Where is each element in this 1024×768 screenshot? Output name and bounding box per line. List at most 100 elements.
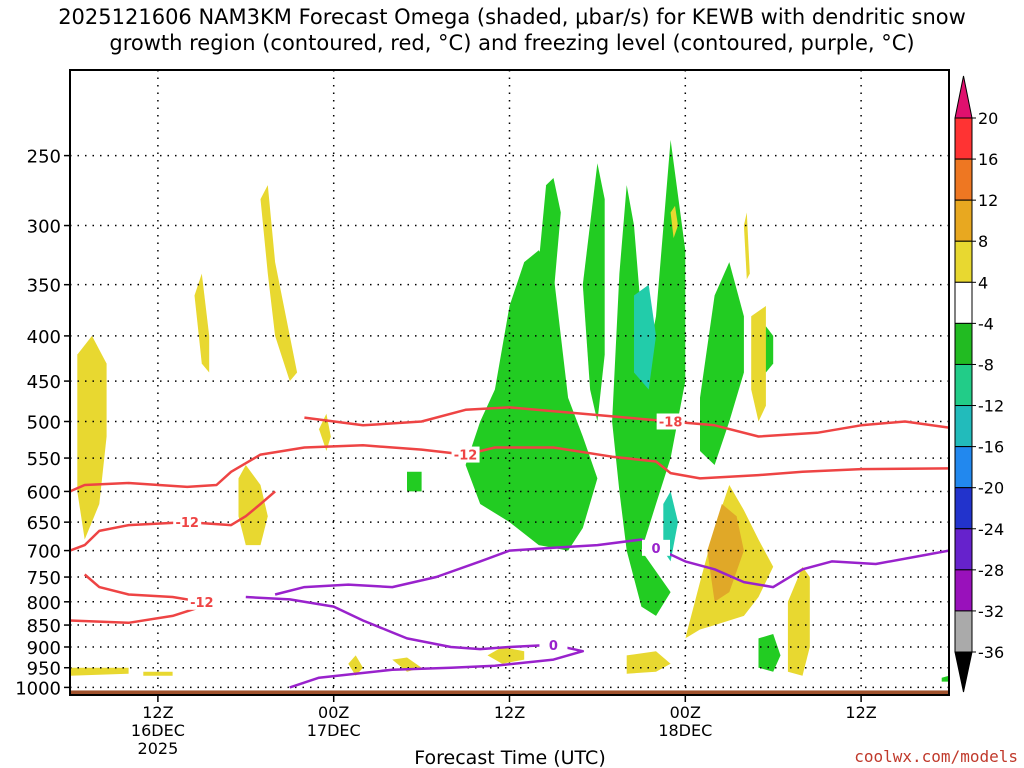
contour-line	[304, 406, 949, 438]
plot-area: -12 -12 -12 -18 0 0	[70, 70, 949, 695]
y-tick-label: 800	[27, 593, 61, 614]
colorbar-bottom-arrow	[954, 651, 973, 693]
contour-label: -12	[175, 516, 199, 531]
colorbar-top-arrow	[954, 75, 973, 119]
contour-label-bg	[656, 413, 685, 430]
y-tick-label: 450	[27, 372, 61, 393]
contour-label: -12	[454, 449, 478, 464]
y-tick-label: 1000	[15, 678, 61, 699]
x-tick-label: 12Z	[845, 703, 876, 722]
y-tick-label: 950	[27, 659, 61, 680]
y-tick-label: 600	[27, 482, 61, 503]
terrain	[70, 690, 949, 695]
x-tick-label: 00Z	[318, 703, 349, 722]
omega-region	[260, 185, 298, 382]
colorbar-label: -4	[978, 314, 994, 333]
contour-label: 0	[651, 542, 660, 557]
colorbar-swatch	[954, 569, 973, 612]
contour-line	[245, 595, 585, 689]
y-tick-label: 500	[27, 413, 61, 434]
omega-region	[941, 675, 949, 682]
colorbar-label: -16	[978, 438, 1004, 457]
colorbar-swatch	[954, 446, 973, 489]
contour-line	[274, 538, 949, 596]
x-tick-label: 16DEC	[131, 721, 185, 740]
omega-region	[194, 273, 210, 373]
omega-region	[70, 667, 129, 676]
omega-region	[787, 566, 810, 676]
colorbar-label: -24	[978, 520, 1004, 539]
contour-line	[70, 573, 204, 625]
chart-title: 2025121606 NAM3KM Forecast Omega (shaded…	[0, 4, 1024, 56]
omega-region	[582, 163, 605, 422]
x-axis-label: Forecast Time (UTC)	[414, 747, 605, 768]
omega-region	[700, 262, 744, 465]
colorbar-swatch	[954, 363, 973, 407]
colorbar-swatch	[954, 405, 973, 448]
y-tick-label: 300	[27, 217, 61, 238]
colorbar-swatch	[954, 281, 973, 324]
omega-region	[758, 634, 781, 672]
colorbar-label: 4	[978, 273, 988, 292]
y-tick-label: 750	[27, 568, 61, 589]
x-tick-label: 18DEC	[658, 721, 712, 740]
colorbar-label: 16	[978, 150, 998, 169]
omega-region	[538, 178, 561, 296]
colorbar-swatch	[954, 158, 973, 201]
title-line1: 2025121606 NAM3KM Forecast Omega (shaded…	[58, 5, 966, 29]
omega-region	[487, 647, 525, 664]
terrain-band	[70, 690, 949, 695]
y-tick-label: 650	[27, 513, 61, 534]
colorbar: 20 16 12 8 4 -4 -8 -12 -16 -20 -24 -28 -32 -36	[954, 75, 1004, 693]
contour-label-bg	[173, 514, 202, 531]
y-tick-label: 900	[27, 638, 61, 659]
colorbar-label: -36	[978, 643, 1004, 662]
contour-label-bg	[642, 539, 670, 556]
y-tick-label: 850	[27, 616, 61, 637]
contour-label: -12	[190, 596, 214, 611]
omega-region	[77, 335, 107, 540]
colorbar-label: -12	[978, 397, 1004, 416]
y-tick-label: 250	[27, 147, 61, 168]
omega-region	[743, 212, 750, 280]
colorbar-swatch	[954, 322, 973, 365]
contour-label: -18	[659, 416, 683, 431]
colorbar-swatch	[954, 487, 973, 530]
omega-region	[465, 250, 598, 551]
colorbar-swatch	[954, 240, 973, 283]
colorbar-swatch	[954, 199, 973, 242]
y-tick-label: 550	[27, 449, 61, 470]
omega-region	[407, 471, 422, 492]
x-tick-label: 00Z	[670, 703, 701, 722]
omega-region	[348, 655, 363, 676]
colorbar-label: 20	[978, 109, 998, 128]
contour-label-bg	[187, 593, 216, 610]
contour-label-bg	[539, 636, 568, 653]
y-tick-label: 400	[27, 327, 61, 348]
contour-label-bg	[451, 446, 480, 463]
colorbar-swatch	[954, 117, 973, 160]
omega-region	[670, 205, 678, 239]
colorbar-label: -20	[978, 479, 1004, 498]
x-tick-label: 2025	[138, 739, 179, 758]
colorbar-label: 8	[978, 232, 988, 251]
omega-region	[634, 284, 656, 390]
colorbar-label: 12	[978, 191, 998, 210]
y-tick-label: 700	[27, 542, 61, 563]
colorbar-swatch	[954, 610, 973, 653]
omega-region	[319, 413, 331, 451]
title-line2: growth region (contoured, red, °C) and f…	[109, 31, 915, 55]
y-tick-label: 350	[27, 276, 61, 297]
x-tick-label: 17DEC	[307, 721, 361, 740]
x-tick-label: 12Z	[142, 703, 173, 722]
contour-label: 0	[549, 639, 558, 654]
omega-region	[626, 651, 671, 674]
colorbar-label: -28	[978, 561, 1004, 580]
colorbar-label: -32	[978, 602, 1004, 621]
omega-region	[751, 306, 766, 422]
temperature-contours: -12 -12 -12 -18 0 0	[70, 406, 949, 689]
y-axis-ticks: 2503003504004505005506006507007508008509…	[15, 147, 70, 699]
colorbar-swatch	[954, 528, 973, 571]
